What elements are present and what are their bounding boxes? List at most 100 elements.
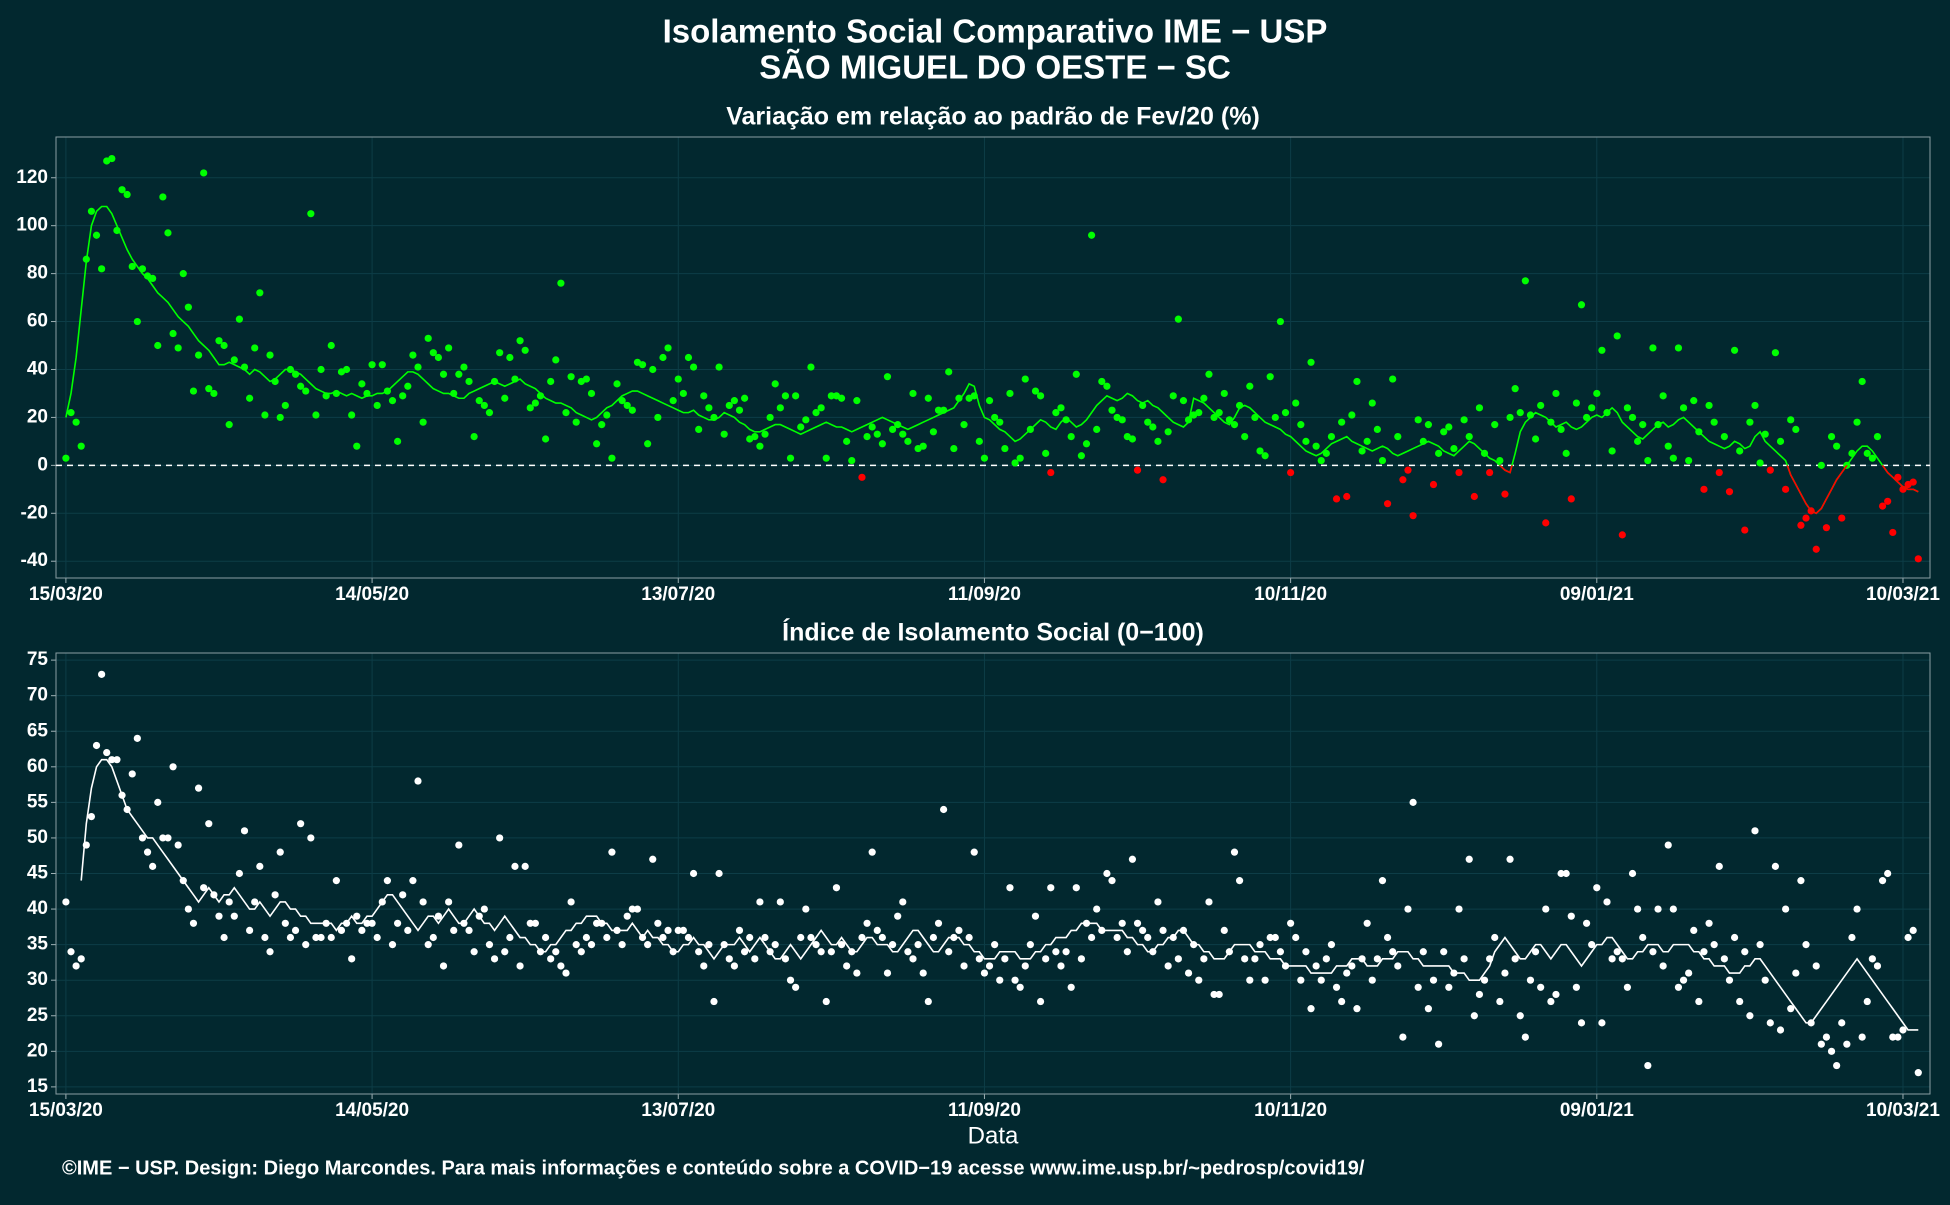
data-point	[649, 855, 657, 863]
data-point	[1241, 432, 1249, 441]
data-point	[1363, 919, 1371, 927]
data-point	[113, 756, 121, 764]
data-point	[1792, 969, 1800, 977]
data-point	[837, 941, 846, 949]
data-point	[1266, 373, 1274, 381]
data-point	[1659, 392, 1667, 400]
data-point	[1281, 409, 1290, 417]
data-point	[220, 341, 228, 350]
data-point	[353, 912, 361, 920]
data-point	[1419, 948, 1427, 956]
data-point	[1521, 1033, 1529, 1041]
data-point	[909, 389, 917, 398]
data-point	[638, 361, 647, 369]
data-point	[1725, 488, 1734, 496]
data-point	[593, 919, 601, 927]
data-point	[286, 933, 295, 942]
data-point	[1312, 962, 1320, 970]
data-point	[1730, 933, 1739, 942]
data-point	[496, 349, 504, 357]
data-point	[1154, 437, 1162, 445]
data-point	[1909, 926, 1917, 935]
data-point	[1868, 955, 1876, 963]
data-point	[618, 397, 626, 405]
data-point	[679, 926, 687, 935]
data-point	[766, 413, 774, 422]
data-point	[1542, 519, 1550, 527]
data-point	[393, 437, 402, 445]
data-point	[1363, 437, 1371, 445]
data-point	[1404, 905, 1412, 913]
data-point	[149, 274, 157, 283]
x-tick-label: 15/03/20	[29, 584, 103, 605]
data-point	[608, 848, 616, 856]
data-point	[1776, 437, 1785, 445]
data-point	[797, 933, 805, 942]
data-point	[378, 361, 386, 369]
data-point	[751, 432, 759, 441]
data-point	[399, 392, 407, 400]
data-point	[149, 862, 157, 870]
data-point	[159, 834, 167, 842]
data-point	[1338, 997, 1346, 1006]
data-point	[654, 919, 662, 927]
data-point	[1685, 969, 1693, 977]
data-point	[1674, 983, 1683, 991]
data-point	[1884, 869, 1892, 878]
data-point	[1506, 855, 1514, 863]
data-point	[419, 418, 427, 426]
data-point	[1103, 382, 1111, 390]
data-point	[1093, 905, 1101, 913]
data-point	[664, 926, 672, 935]
data-point	[246, 926, 254, 935]
data-point	[837, 394, 846, 402]
data-point	[883, 969, 892, 977]
x-tick-label: 14/05/20	[335, 584, 409, 605]
data-point	[1623, 983, 1632, 991]
data-point	[1669, 905, 1677, 913]
data-point	[445, 898, 453, 906]
data-point	[1664, 442, 1672, 450]
data-point	[1705, 401, 1713, 410]
data-point	[1695, 997, 1703, 1006]
data-point	[1373, 955, 1381, 963]
data-point	[822, 997, 830, 1006]
data-point	[858, 473, 866, 481]
data-point	[878, 933, 886, 942]
data-point	[281, 401, 289, 410]
x-tick-label: 13/07/20	[641, 584, 715, 605]
data-point	[1011, 459, 1019, 467]
data-point	[848, 456, 856, 465]
data-point	[67, 948, 75, 956]
data-point	[1021, 962, 1029, 970]
y-tick-label: 40	[27, 898, 48, 919]
data-point	[909, 955, 917, 963]
data-point	[1496, 456, 1504, 465]
data-point	[1036, 392, 1045, 400]
data-point	[353, 442, 361, 450]
data-point	[174, 344, 182, 352]
data-point	[312, 933, 320, 942]
data-point	[623, 401, 631, 410]
data-point	[1404, 466, 1412, 474]
data-point	[1634, 905, 1642, 913]
data-point	[1771, 349, 1780, 357]
data-point	[985, 397, 994, 405]
data-point	[1093, 425, 1101, 434]
data-point	[781, 392, 790, 400]
data-point	[552, 356, 560, 364]
data-point	[1036, 997, 1045, 1006]
data-point	[455, 841, 463, 849]
data-point	[154, 798, 162, 806]
data-point	[1838, 514, 1846, 522]
data-point	[1710, 418, 1718, 426]
data-point	[975, 437, 983, 445]
data-point	[445, 344, 453, 352]
data-point	[439, 962, 448, 970]
data-point	[960, 962, 968, 970]
data-point	[1516, 409, 1524, 417]
data-point	[786, 976, 795, 984]
data-point	[1552, 389, 1560, 398]
data-point	[552, 948, 560, 956]
data-point	[945, 948, 953, 956]
